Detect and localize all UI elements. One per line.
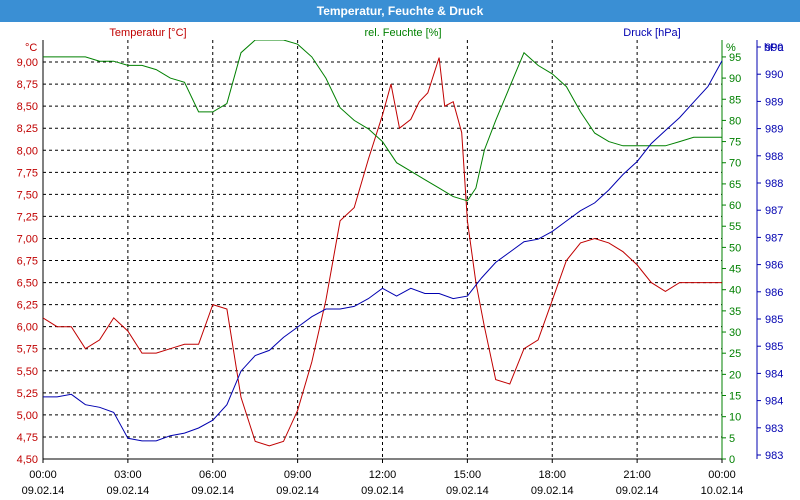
humidity-tick-label: 50 bbox=[729, 242, 741, 254]
temperature-tick-label: 4,75 bbox=[17, 432, 38, 444]
temperature-tick-label: 8,75 bbox=[17, 79, 38, 91]
humidity-tick-label: 10 bbox=[729, 412, 741, 424]
chart-title: Temperatur, Feuchte & Druck bbox=[0, 0, 800, 22]
humidity-tick-label: 75 bbox=[729, 137, 741, 149]
pressure-line bbox=[43, 60, 723, 442]
temperature-tick-label: 8,50 bbox=[17, 101, 38, 113]
x-tick-date-label: 10.02.14 bbox=[701, 485, 744, 497]
humidity-tick-label: 30 bbox=[729, 327, 741, 339]
temperature-tick-label: 6,75 bbox=[17, 256, 38, 268]
humidity-tick-label: 45 bbox=[729, 264, 741, 276]
humidity-tick-label: 90 bbox=[729, 73, 741, 85]
pressure-tick-label: 988 bbox=[765, 178, 783, 190]
humidity-tick-label: 20 bbox=[729, 369, 741, 381]
temperature-tick-label: 4,50 bbox=[17, 454, 38, 466]
humidity-tick-label: 5 bbox=[729, 433, 735, 445]
x-tick-date-label: 09.02.14 bbox=[446, 485, 489, 497]
temperature-tick-label: 5,75 bbox=[17, 344, 38, 356]
temperature-tick-label: 6,25 bbox=[17, 300, 38, 312]
humidity-tick-label: 65 bbox=[729, 179, 741, 191]
humidity-tick-label: 25 bbox=[729, 348, 741, 360]
pressure-series-label: Druck [hPa] bbox=[623, 27, 680, 39]
humidity-tick-label: 70 bbox=[729, 158, 741, 170]
x-tick-time-label: 09:00 bbox=[284, 469, 312, 481]
humidity-line bbox=[43, 40, 722, 202]
pressure-tick-label: 987 bbox=[765, 232, 783, 244]
temperature-tick-label: 5,25 bbox=[17, 388, 38, 400]
pressure-unit-label: hPa bbox=[764, 42, 784, 54]
x-tick-time-label: 00:00 bbox=[29, 469, 57, 481]
humidity-tick-label: 60 bbox=[729, 200, 741, 212]
pressure-tick-label: 985 bbox=[765, 314, 783, 326]
humidity-tick-label: 15 bbox=[729, 391, 741, 403]
x-tick-time-label: 21:00 bbox=[623, 469, 651, 481]
humidity-tick-label: 80 bbox=[729, 115, 741, 127]
temperature-tick-label: 5,00 bbox=[17, 410, 38, 422]
pressure-tick-label: 986 bbox=[765, 287, 783, 299]
humidity-tick-label: 55 bbox=[729, 221, 741, 233]
pressure-tick-label: 990 bbox=[765, 69, 783, 81]
x-tick-date-label: 09.02.14 bbox=[361, 485, 404, 497]
temperature-tick-label: 7,00 bbox=[17, 233, 38, 245]
temperature-tick-label: 8,25 bbox=[17, 123, 38, 135]
pressure-tick-label: 990 bbox=[765, 42, 783, 54]
x-tick-time-label: 06:00 bbox=[199, 469, 227, 481]
humidity-tick-label: 95 bbox=[729, 52, 741, 64]
temperature-tick-label: 8,00 bbox=[17, 145, 38, 157]
humidity-tick-label: 40 bbox=[729, 285, 741, 297]
temperature-tick-label: 6,50 bbox=[17, 278, 38, 290]
x-tick-time-label: 00:00 bbox=[708, 469, 736, 481]
pressure-tick-label: 989 bbox=[765, 96, 783, 108]
temperature-line bbox=[43, 57, 722, 447]
temperature-tick-label: 5,50 bbox=[17, 366, 38, 378]
temperature-tick-label: 7,50 bbox=[17, 189, 38, 201]
x-tick-date-label: 09.02.14 bbox=[276, 485, 319, 497]
pressure-tick-label: 986 bbox=[765, 260, 783, 272]
pressure-tick-label: 983 bbox=[765, 450, 783, 462]
x-tick-date-label: 09.02.14 bbox=[191, 485, 234, 497]
temperature-tick-label: 7,25 bbox=[17, 211, 38, 223]
pressure-tick-label: 985 bbox=[765, 341, 783, 353]
pressure-tick-label: 989 bbox=[765, 124, 783, 136]
humidity-tick-label: 85 bbox=[729, 94, 741, 106]
x-tick-date-label: 09.02.14 bbox=[22, 485, 65, 497]
pressure-tick-label: 988 bbox=[765, 151, 783, 163]
x-tick-time-label: 18:00 bbox=[538, 469, 566, 481]
temperature-tick-label: 9,00 bbox=[17, 57, 38, 69]
humidity-tick-label: 35 bbox=[729, 306, 741, 318]
temperature-tick-label: 7,75 bbox=[17, 167, 38, 179]
pressure-tick-label: 987 bbox=[765, 205, 783, 217]
temperature-unit-label: °C bbox=[25, 42, 37, 54]
humidity-tick-label: 0 bbox=[729, 454, 735, 466]
humidity-unit-label: % bbox=[726, 42, 736, 54]
pressure-tick-label: 984 bbox=[765, 368, 783, 380]
pressure-tick-label: 984 bbox=[765, 396, 783, 408]
temperature-tick-label: 6,00 bbox=[17, 322, 38, 334]
pressure-tick-label: 983 bbox=[765, 423, 783, 435]
x-tick-time-label: 15:00 bbox=[454, 469, 482, 481]
x-tick-time-label: 12:00 bbox=[369, 469, 397, 481]
x-tick-date-label: 09.02.14 bbox=[531, 485, 574, 497]
x-tick-date-label: 09.02.14 bbox=[616, 485, 659, 497]
x-tick-date-label: 09.02.14 bbox=[106, 485, 149, 497]
humidity-series-label: rel. Feuchte [%] bbox=[364, 27, 441, 39]
x-tick-time-label: 03:00 bbox=[114, 469, 142, 481]
temperature-series-label: Temperatur [°C] bbox=[109, 27, 186, 39]
